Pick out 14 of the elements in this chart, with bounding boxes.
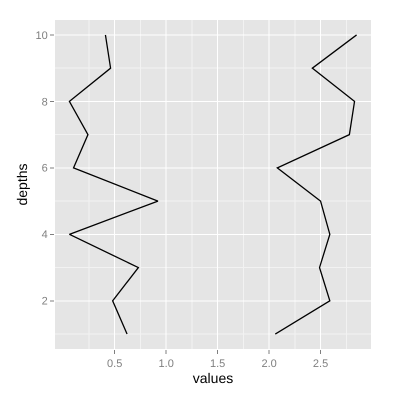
y-tick-label: 8 [42, 96, 48, 108]
x-tick-label: 1.0 [158, 358, 174, 370]
x-tick-label: 2.5 [312, 358, 328, 370]
y-tick-label: 6 [42, 162, 48, 175]
y-axis-title: depths [14, 163, 30, 206]
y-tick-label: 10 [36, 30, 48, 42]
x-axis-title: values [192, 370, 234, 386]
line-series [274, 34, 358, 335]
x-tick-label: 0.5 [107, 358, 122, 370]
line-series [68, 34, 159, 335]
x-tick-label: 2.0 [261, 358, 277, 370]
y-tick-label: 2 [42, 296, 48, 308]
x-tick-label: 1.5 [210, 358, 226, 370]
y-tick-label: 4 [42, 229, 48, 242]
